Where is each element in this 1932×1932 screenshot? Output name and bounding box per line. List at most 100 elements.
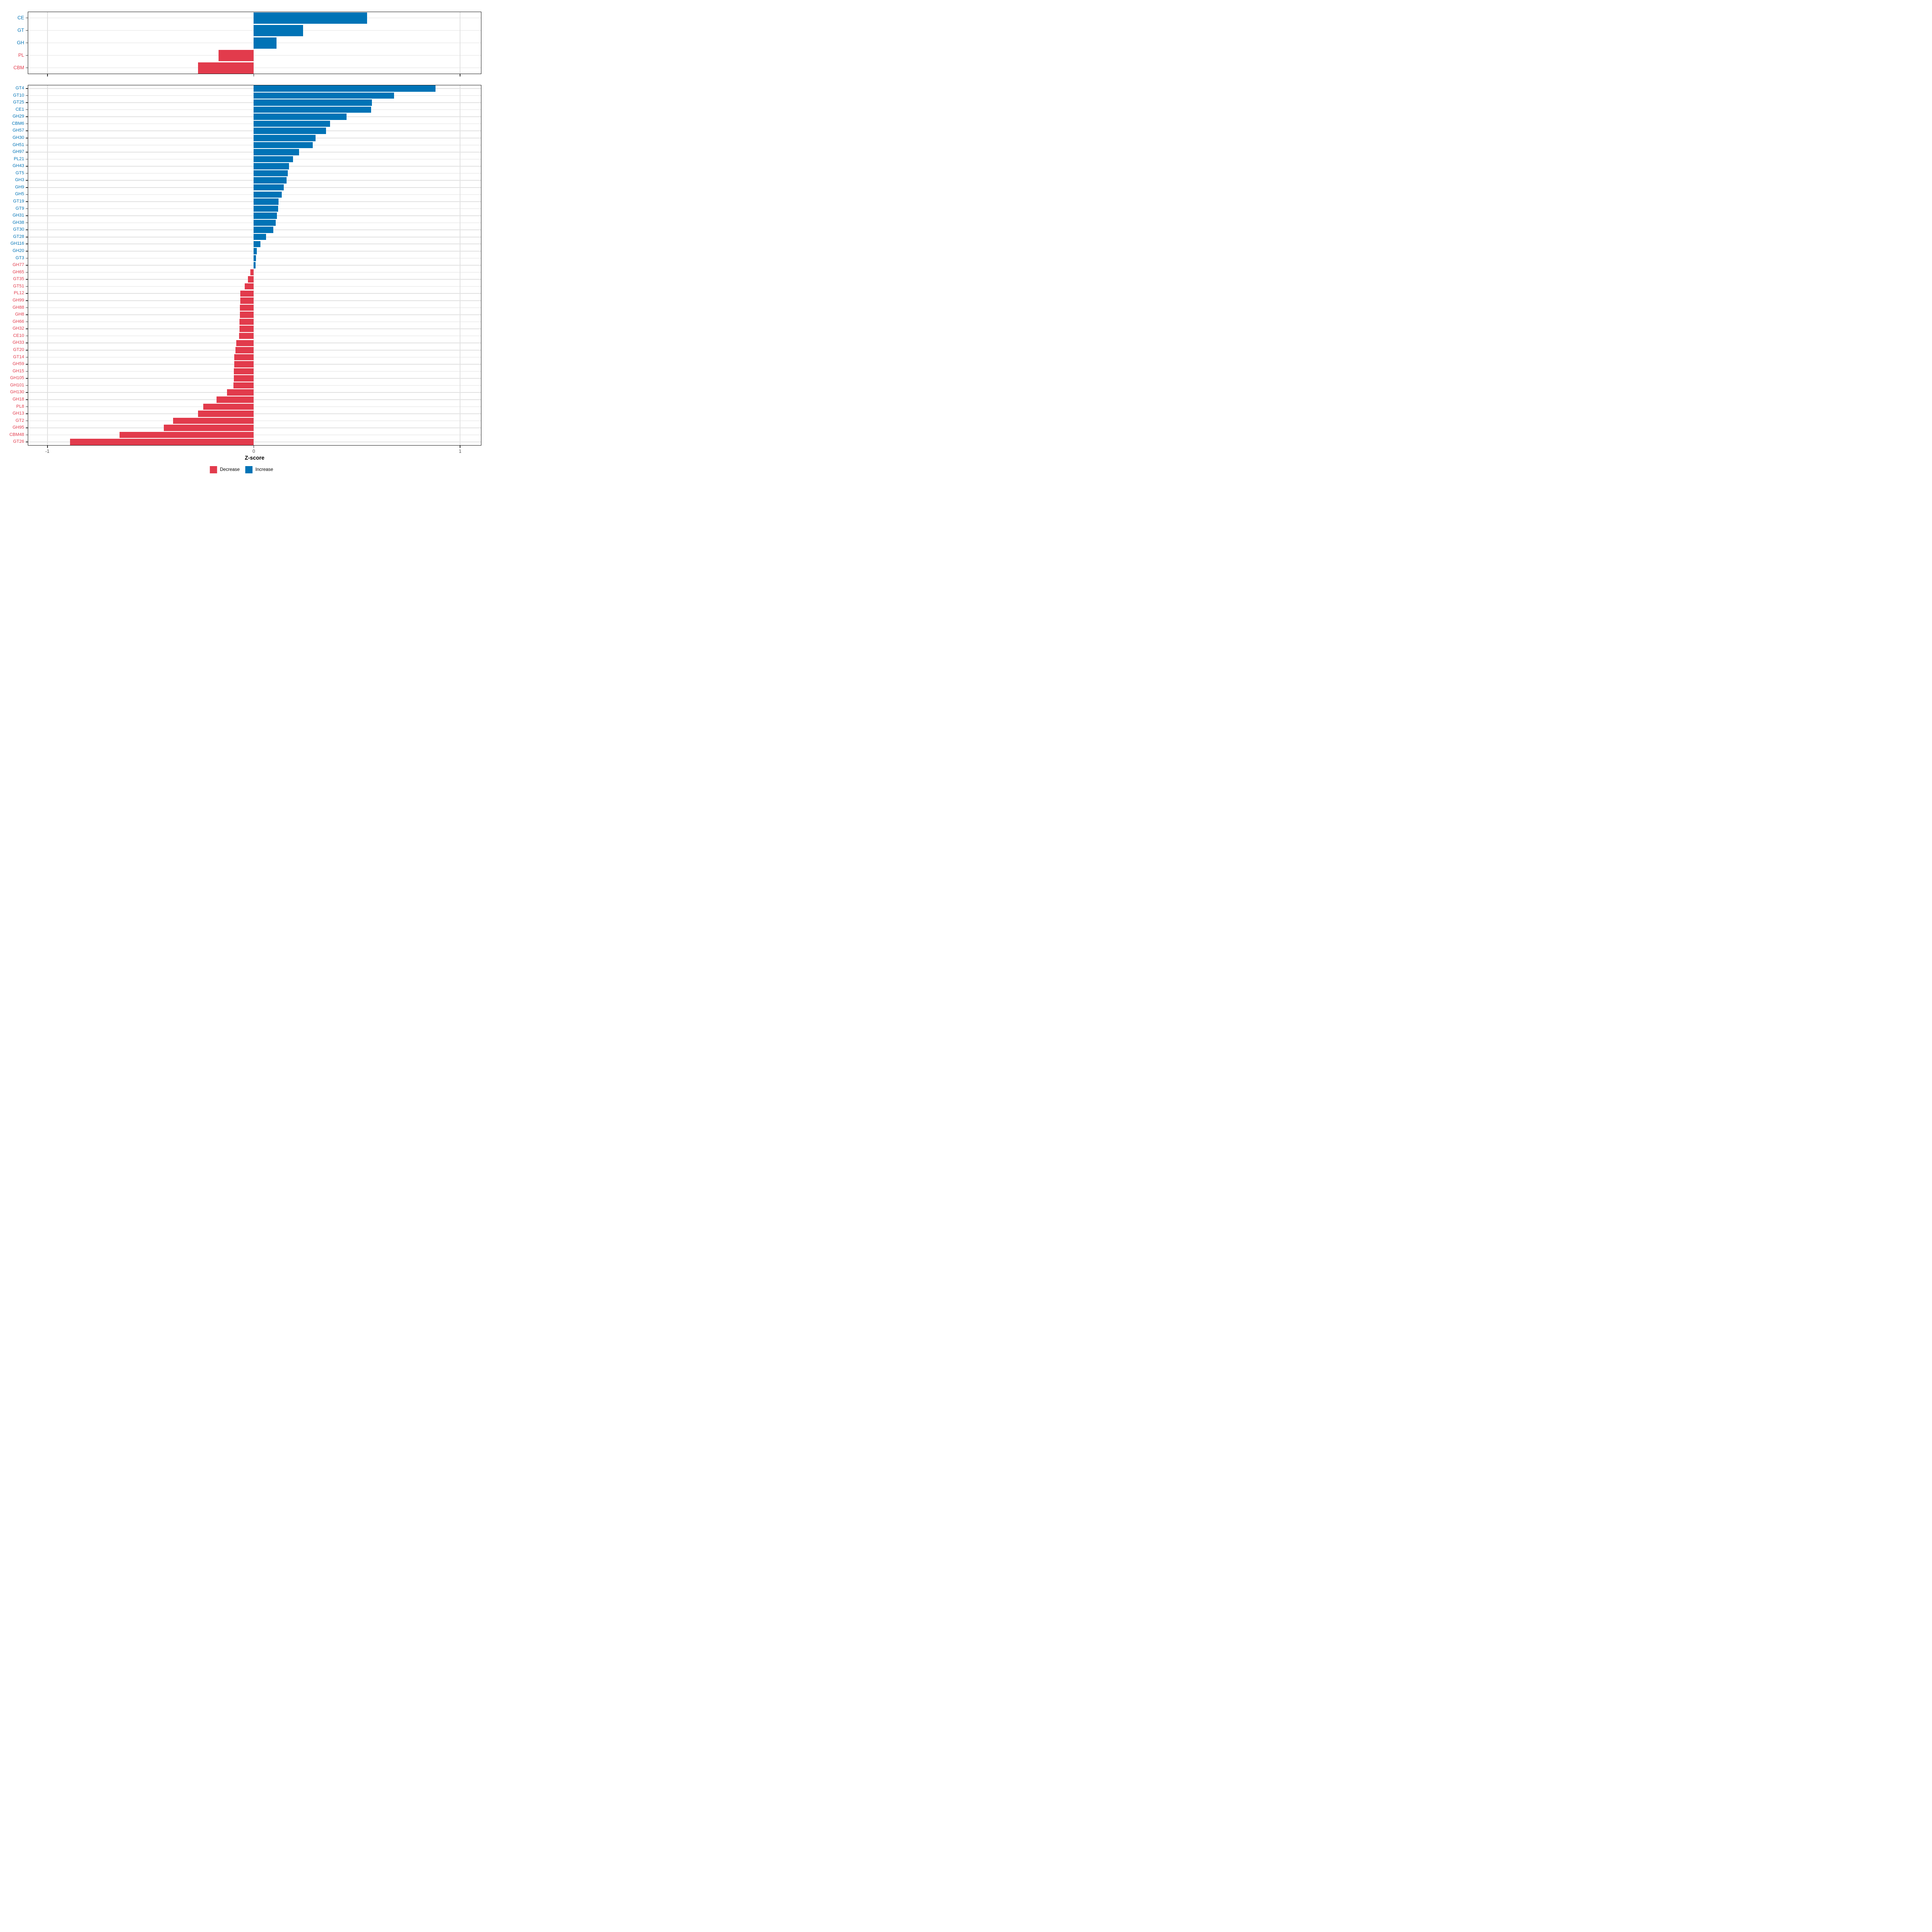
y-tick — [26, 399, 28, 400]
y-tick — [26, 286, 28, 287]
bar-GT26 — [70, 439, 254, 445]
y-gridline — [28, 286, 481, 287]
y-axis-label: GT26 — [13, 439, 24, 444]
y-axis-label: PL21 — [14, 156, 24, 161]
y-tick — [26, 109, 28, 110]
bar-GH57 — [254, 128, 326, 134]
bar-CE10 — [239, 332, 254, 339]
bar-CE — [254, 12, 367, 24]
bar-GH3 — [254, 177, 287, 184]
y-axis-label: PL8 — [16, 404, 24, 409]
y-gridline — [28, 300, 481, 301]
y-axis-label: GH43 — [12, 163, 24, 169]
y-gridline — [28, 434, 481, 436]
y-gridline — [28, 371, 481, 372]
y-axis-label: GH51 — [12, 142, 24, 147]
y-axis-label: GT3 — [15, 255, 24, 260]
y-axis-label: CE1 — [15, 107, 24, 112]
y-tick — [26, 350, 28, 351]
bar-PL — [219, 50, 254, 61]
y-tick — [26, 413, 28, 414]
y-tick — [26, 385, 28, 386]
y-tick — [26, 272, 28, 273]
bar-GT30 — [254, 227, 274, 233]
bar-GT14 — [234, 354, 254, 361]
y-gridline — [28, 350, 481, 351]
bar-GH116 — [254, 241, 261, 248]
y-axis-label: GH32 — [12, 326, 24, 331]
y-axis-label: GT20 — [13, 347, 24, 352]
y-tick — [26, 434, 28, 436]
y-tick — [26, 293, 28, 294]
bar-GT — [254, 25, 303, 36]
bar-GH101 — [233, 382, 254, 389]
bar-GH33 — [236, 340, 254, 346]
y-gridline — [28, 55, 481, 56]
legend: Decrease Increase — [210, 466, 273, 473]
y-tick — [26, 279, 28, 280]
bar-GT51 — [244, 283, 254, 290]
y-axis-label: GH8 — [15, 312, 24, 317]
y-gridline — [28, 328, 481, 329]
y-tick — [26, 371, 28, 372]
y-tick — [26, 173, 28, 174]
y-axis-label: GT4 — [15, 85, 24, 91]
cazyme-families-panel — [28, 85, 481, 446]
y-tick — [26, 314, 28, 315]
x-tick-label: 1 — [458, 449, 462, 454]
bar-GH32 — [239, 326, 254, 332]
x-tick-label: 0 — [252, 449, 255, 454]
bar-GH130 — [227, 389, 254, 396]
bar-GH43 — [254, 163, 289, 169]
y-axis-label: GT9 — [15, 206, 24, 211]
y-axis-label: CBM — [13, 65, 24, 71]
bar-GH99 — [240, 297, 254, 304]
y-axis-label: GH88 — [12, 305, 24, 310]
y-axis-label: GH57 — [12, 128, 24, 133]
y-axis-label: GH65 — [12, 269, 24, 275]
y-axis-label: CBM48 — [9, 432, 24, 437]
bar-GH20 — [254, 248, 257, 254]
y-tick — [26, 201, 28, 202]
y-axis-label: GH — [17, 40, 24, 46]
y-axis-label: GT19 — [13, 199, 24, 204]
y-tick — [26, 427, 28, 428]
bar-GT9 — [254, 205, 279, 212]
x-axis-title: Z-score — [245, 455, 264, 461]
x-tick — [47, 446, 48, 448]
y-gridline — [28, 272, 481, 273]
bar-GT4 — [254, 85, 436, 92]
bar-GH8 — [239, 312, 254, 318]
y-tick — [26, 95, 28, 96]
y-tick — [26, 130, 28, 131]
bar-CE1 — [254, 106, 371, 113]
bar-GH13 — [198, 411, 254, 417]
y-axis-label: GH30 — [12, 135, 24, 140]
y-tick — [26, 116, 28, 117]
y-gridline — [28, 392, 481, 393]
bar-GH88 — [240, 304, 254, 311]
y-axis-label: GT25 — [13, 100, 24, 105]
y-axis-label: GH31 — [12, 213, 24, 218]
y-axis-label: GH97 — [12, 149, 24, 155]
y-gridline — [28, 413, 481, 414]
bar-GT20 — [235, 347, 254, 353]
y-gridline — [28, 357, 481, 358]
y-tick — [26, 194, 28, 195]
bar-GT3 — [254, 255, 256, 262]
y-tick — [26, 187, 28, 188]
y-tick — [26, 88, 28, 89]
y-tick — [26, 166, 28, 167]
bar-GH5 — [254, 191, 282, 198]
y-axis-label: GH105 — [10, 376, 24, 381]
y-tick — [26, 144, 28, 146]
y-axis-label: GH116 — [10, 241, 24, 246]
y-gridline — [28, 293, 481, 294]
bar-GH51 — [254, 142, 313, 149]
bar-GH29 — [254, 114, 347, 120]
y-tick — [26, 357, 28, 358]
y-tick — [26, 300, 28, 301]
y-gridline — [28, 385, 481, 386]
y-axis-label: GH20 — [12, 248, 24, 254]
bar-PL21 — [254, 156, 293, 163]
